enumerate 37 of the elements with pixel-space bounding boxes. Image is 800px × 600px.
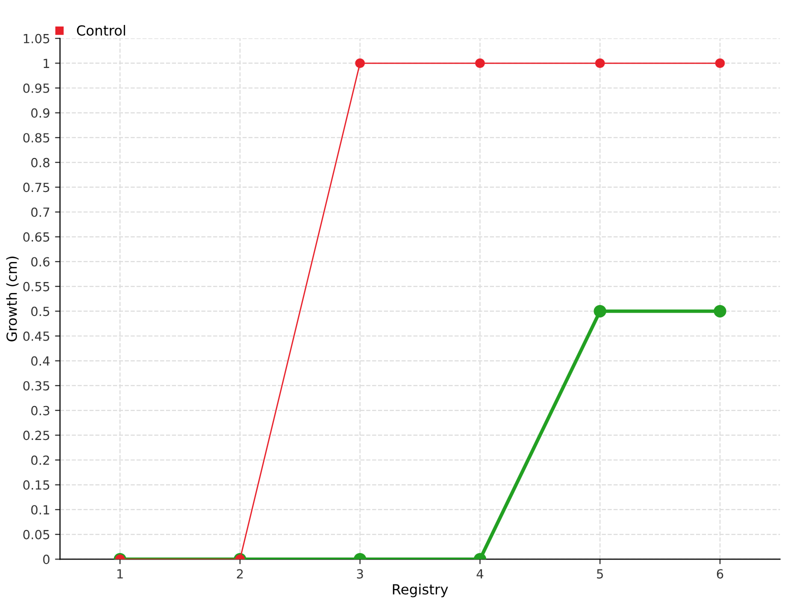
y-tick-label: 0.55 [23,282,50,292]
y-tick-label: 1 [44,58,50,68]
y-tick-label: 0.05 [23,530,50,540]
point [355,58,365,68]
point [715,58,725,68]
y-tick-label: 0.7 [31,207,50,217]
x-tick-label: 2 [236,569,243,578]
y-tick-label: 1.05 [24,34,50,44]
y-tick-label: 0.3 [31,406,50,416]
x-axis-title: Registry [392,584,448,598]
y-tick-label: 0.25 [23,430,50,440]
x-tick-label: 5 [596,569,603,579]
y-tick-label: 0.75 [23,182,50,192]
y-tick-label: 0.8 [31,158,50,168]
y-tick-label: 0.5 [31,306,50,316]
y-tick-label: 0.35 [23,381,50,391]
y-axis-title: Growth (cm) [6,256,19,342]
y-tick-label: 0.4 [31,356,50,366]
point [595,58,605,68]
y-tick-label: 0.1 [31,505,50,515]
y-tick-label: 0.45 [23,331,50,341]
x-tick-label: 1 [117,569,123,578]
y-tick-label: 0.65 [23,232,50,242]
y-tick-label: 0.9 [31,108,50,118]
point [714,304,726,318]
y-tick-label: 0.6 [31,257,50,267]
point [594,304,606,318]
y-tick-label: 0.85 [23,133,50,143]
x-tick-label: 4 [476,569,484,578]
x-tick-label: 3 [356,569,363,579]
y-tick-label: 0.2 [31,455,50,465]
y-tick-label: 0.15 [23,480,50,490]
y-tick-label: 0.95 [23,83,50,93]
point [475,58,485,68]
legend-label: Control [76,24,126,36]
x-tick-label: 6 [716,569,724,579]
y-tick-label: 0 [43,554,50,564]
